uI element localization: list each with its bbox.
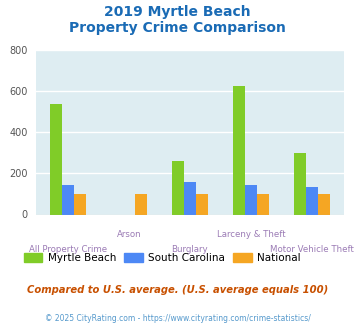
- Bar: [294, 152, 306, 214]
- Bar: [245, 184, 257, 215]
- Bar: [257, 194, 269, 214]
- Bar: [62, 184, 74, 215]
- Text: © 2025 CityRating.com - https://www.cityrating.com/crime-statistics/: © 2025 CityRating.com - https://www.city…: [45, 314, 310, 323]
- Text: Compared to U.S. average. (U.S. average equals 100): Compared to U.S. average. (U.S. average …: [27, 285, 328, 295]
- Text: 2019 Myrtle Beach: 2019 Myrtle Beach: [104, 5, 251, 19]
- Bar: [306, 187, 318, 214]
- Legend: Myrtle Beach, South Carolina, National: Myrtle Beach, South Carolina, National: [20, 248, 305, 267]
- Text: Larceny & Theft: Larceny & Theft: [217, 230, 285, 239]
- Bar: [135, 194, 147, 214]
- Bar: [74, 194, 86, 214]
- Text: Arson: Arson: [116, 230, 141, 239]
- Bar: [318, 194, 330, 214]
- Bar: [171, 161, 184, 214]
- Text: Motor Vehicle Theft: Motor Vehicle Theft: [270, 245, 354, 254]
- Bar: [233, 85, 245, 214]
- Bar: [50, 104, 62, 214]
- Bar: [196, 194, 208, 214]
- Text: All Property Crime: All Property Crime: [29, 245, 107, 254]
- Text: Property Crime Comparison: Property Crime Comparison: [69, 21, 286, 35]
- Text: Burglary: Burglary: [171, 245, 208, 254]
- Bar: [184, 182, 196, 214]
